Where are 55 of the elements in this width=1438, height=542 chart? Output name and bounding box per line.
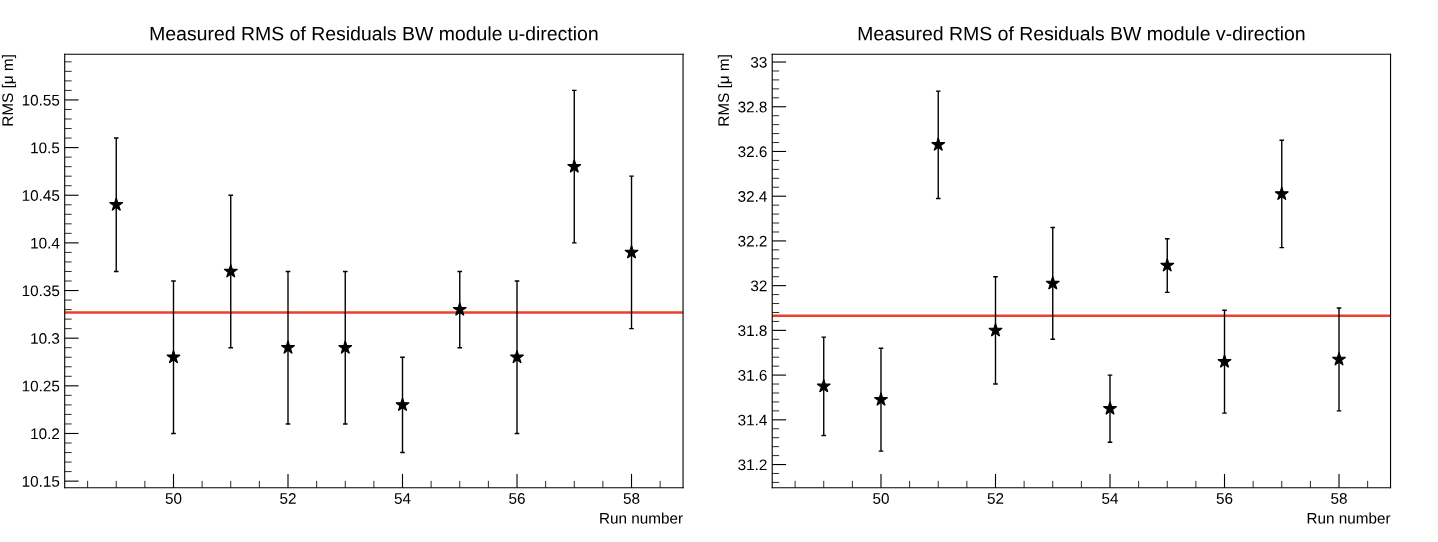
y-tick-label: 10.3	[31, 333, 60, 344]
point	[1274, 186, 1289, 201]
point	[280, 340, 296, 354]
point	[395, 397, 410, 412]
point	[931, 137, 946, 151]
y-axis-title: RMS [μ m]	[717, 55, 733, 126]
x-tick-label: 52	[987, 493, 1004, 504]
x-tick-label: 52	[280, 493, 296, 504]
point	[1217, 354, 1232, 368]
y-axis-title: RMS [μ m]	[1, 55, 17, 126]
y-tick-label: 31.2	[738, 459, 767, 471]
chart-title: Measured RMS of Residuals BW module v-direction	[858, 26, 1305, 41]
point	[1045, 275, 1060, 290]
y-tick-label: 31.8	[738, 325, 767, 337]
point	[223, 263, 238, 278]
y-tick-label: 32.4	[738, 191, 767, 202]
point	[1331, 351, 1347, 366]
x-tick-label: 56	[1216, 493, 1233, 504]
y-tick-label: 32.2	[738, 235, 767, 247]
point	[567, 159, 582, 173]
x-tick-label: 50	[165, 493, 182, 504]
x-tick-label: 50	[873, 493, 889, 504]
x-axis-title: Run number	[1307, 512, 1391, 524]
y-tick-label: 10.4	[31, 237, 60, 249]
point	[988, 322, 1003, 337]
y-tick-label: 10.55	[22, 94, 60, 106]
point	[166, 349, 181, 364]
y-tick-label: 10.45	[22, 190, 60, 201]
y-tick-label: 32.8	[738, 101, 767, 113]
point	[624, 244, 639, 259]
x-axis-title: Run number	[600, 512, 683, 524]
y-tick-label: 10.5	[31, 142, 60, 154]
point	[1102, 401, 1118, 415]
y-tick-label: 31.6	[738, 369, 767, 381]
x-tick-label: 54	[394, 493, 411, 504]
point	[338, 340, 353, 354]
y-tick-label: 32.6	[738, 146, 767, 158]
point	[816, 378, 831, 393]
y-tick-label: 33	[750, 56, 767, 68]
x-tick-label: 58	[1331, 493, 1347, 504]
y-tick-label: 10.2	[31, 428, 60, 440]
chart-title: Measured RMS of Residuals BW module u-direction	[150, 26, 598, 41]
x-tick-label: 54	[1102, 493, 1119, 504]
x-tick-label: 56	[509, 493, 525, 504]
point	[509, 349, 525, 364]
y-tick-label: 31.4	[738, 414, 767, 426]
point	[1160, 258, 1175, 272]
y-tick-label: 10.15	[22, 476, 60, 487]
point	[873, 392, 889, 406]
y-tick-label: 10.25	[22, 380, 60, 392]
point	[109, 197, 124, 211]
y-tick-label: 32	[750, 280, 767, 292]
point	[452, 302, 467, 316]
x-tick-label: 58	[623, 493, 640, 504]
y-tick-label: 10.35	[22, 285, 60, 297]
